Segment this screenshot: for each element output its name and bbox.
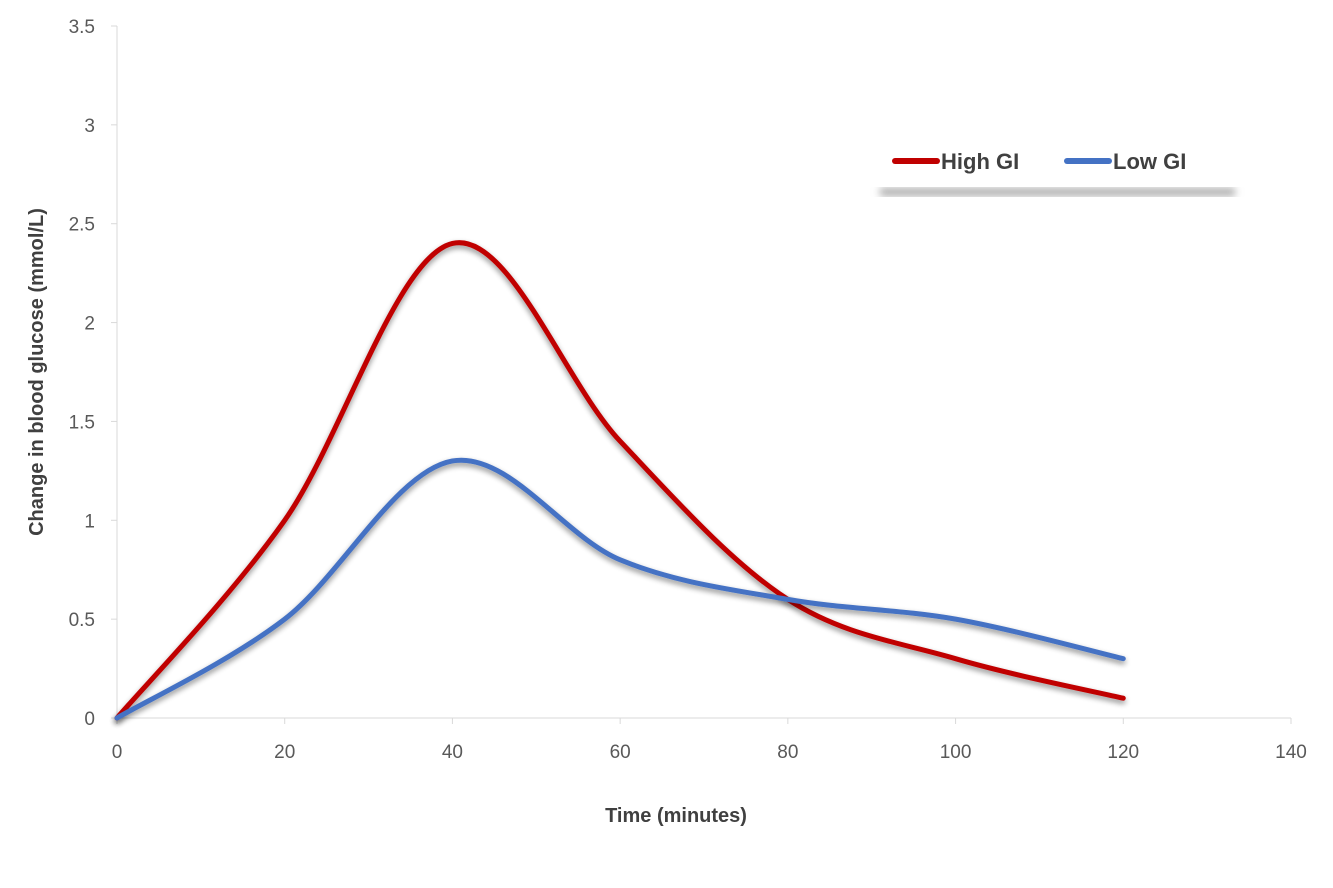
series-line-high-gi — [114, 240, 1126, 721]
legend-label-high-gi: High GI — [941, 149, 1019, 174]
legend-shadow — [880, 188, 1235, 196]
x-tick-label: 60 — [610, 742, 631, 763]
legend-label-low-gi: Low GI — [1113, 149, 1186, 174]
y-axis-title: Change in blood glucose (mmol/L) — [26, 208, 48, 536]
y-tick-label: 2.5 — [69, 215, 95, 236]
x-tick-label: 120 — [1107, 742, 1139, 763]
y-tick-label: 0 — [84, 709, 95, 730]
x-tick-label: 140 — [1275, 742, 1307, 763]
x-axis-title: Time (minutes) — [605, 805, 747, 827]
x-tick-label: 20 — [274, 742, 295, 763]
y-tick-label: 0.5 — [69, 610, 95, 631]
series-line-low-gi — [114, 457, 1126, 721]
x-tick-label: 40 — [442, 742, 463, 763]
y-tick-label: 3.5 — [69, 17, 95, 38]
y-tick-label: 3 — [84, 116, 95, 137]
y-tick-label: 1 — [84, 511, 95, 532]
x-tick-label: 80 — [777, 742, 798, 763]
legend: High GI Low GI — [880, 149, 1235, 196]
y-tick-label: 1.5 — [69, 412, 95, 433]
y-tick-label: 2 — [84, 314, 95, 335]
x-tick-label: 100 — [940, 742, 972, 763]
x-tick-label: 0 — [112, 742, 123, 763]
